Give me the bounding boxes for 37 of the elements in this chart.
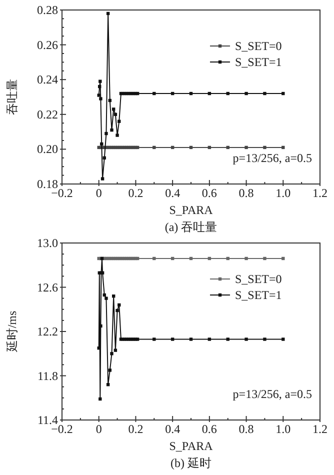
x-tick-label: 1.2: [312, 186, 328, 200]
y-tick-label: 0.28: [37, 3, 58, 17]
x-axis-title: S_PARA: [169, 203, 214, 217]
y-axis-title: 吞吐量: [5, 79, 19, 115]
x-tick-label: 0: [96, 186, 102, 200]
legend-label: S_SET=1: [235, 55, 282, 69]
legend-label: S_SET=0: [235, 272, 282, 286]
y-tick-label: 0.22: [37, 107, 58, 122]
legend-label: S_SET=1: [235, 288, 282, 302]
x-tick-label: 1.0: [276, 186, 291, 200]
x-tick-label: 0.6: [202, 186, 217, 200]
x-tick-label: 1.2: [312, 422, 328, 436]
legend-label: S_SET=0: [235, 39, 282, 53]
annotation: p=13/256, a=0.5: [232, 151, 312, 165]
y-tick-label: 0.18: [37, 177, 58, 191]
y-axis-title: 延时/ms: [5, 310, 19, 354]
x-tick-label: 0: [96, 422, 102, 436]
x-tick-label: 0.4: [165, 422, 180, 436]
y-tick-label: 11.8: [37, 368, 58, 383]
y-tick-label: 0.20: [37, 142, 58, 156]
text: (a) 吞吐量: [164, 220, 218, 234]
y-tick-label: 0.26: [37, 38, 58, 52]
y-tick-label: 12.6: [37, 280, 58, 294]
x-tick-label: 0.2: [128, 186, 144, 200]
x-tick-label: 0.8: [238, 422, 254, 436]
text: (b) 延时: [170, 456, 212, 470]
x-axis-title: S_PARA: [169, 439, 214, 453]
x-tick-label: 0.4: [165, 186, 180, 200]
annotation: p=13/256, a=0.5: [232, 387, 312, 401]
x-tick-label: 0.2: [128, 422, 144, 436]
y-tick-label: 12.2: [37, 324, 58, 338]
y-tick-label: 11.4: [37, 413, 58, 427]
x-tick-label: 0.8: [238, 186, 254, 200]
x-tick-label: 1.0: [276, 422, 291, 436]
x-tick-label: 0.6: [202, 422, 217, 436]
y-tick-label: 13.0: [37, 236, 58, 250]
y-tick-label: 0.24: [37, 72, 58, 87]
